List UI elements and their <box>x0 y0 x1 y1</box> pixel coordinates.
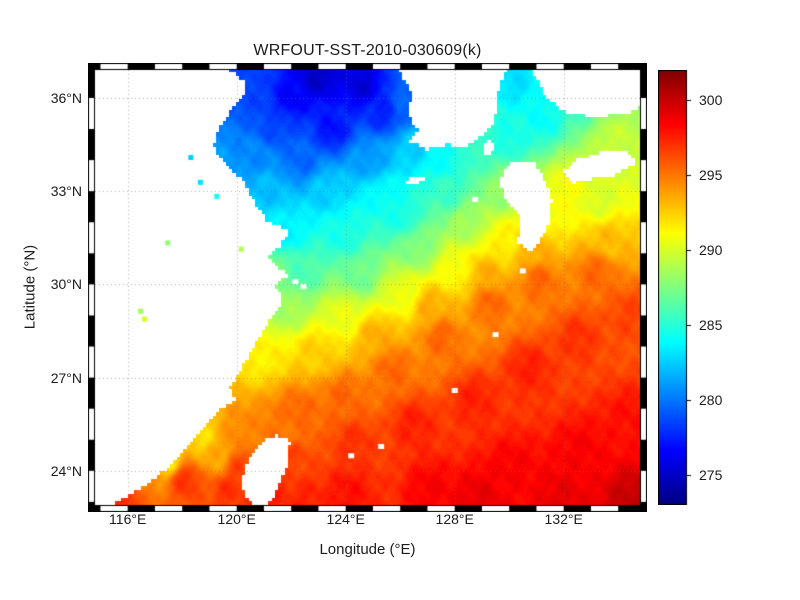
colorbar-tick-label: 285 <box>699 317 723 333</box>
y-tick-label: 36°N <box>50 89 82 106</box>
x-tick-label: 120°E <box>217 511 256 527</box>
colorbar-tick-label: 300 <box>699 92 723 108</box>
colorbar-tick-label: 280 <box>699 392 723 408</box>
colorbar-tick-label: 290 <box>699 242 723 258</box>
y-axis-label: Latitude (°N) <box>21 244 39 330</box>
x-axis-label: Longitude (°E) <box>319 541 416 558</box>
y-tick-label: 24°N <box>50 462 82 479</box>
colorbar-tick-label: 295 <box>699 167 723 183</box>
chart-title: WRFOUT-SST-2010-030609(k) <box>253 42 482 59</box>
x-tick-label: 128°E <box>435 511 474 527</box>
x-tick-label: 124°E <box>326 511 365 527</box>
colorbar-tick-label: 275 <box>699 467 723 483</box>
x-tick-label: 116°E <box>109 511 147 527</box>
y-tick-label: 30°N <box>50 276 82 293</box>
y-tick-label: 27°N <box>50 369 82 386</box>
y-tick-label: 33°N <box>50 183 82 200</box>
colorbar <box>658 70 694 505</box>
x-tick-label: 132°E <box>544 511 583 527</box>
sst-map-canvas <box>88 63 647 512</box>
